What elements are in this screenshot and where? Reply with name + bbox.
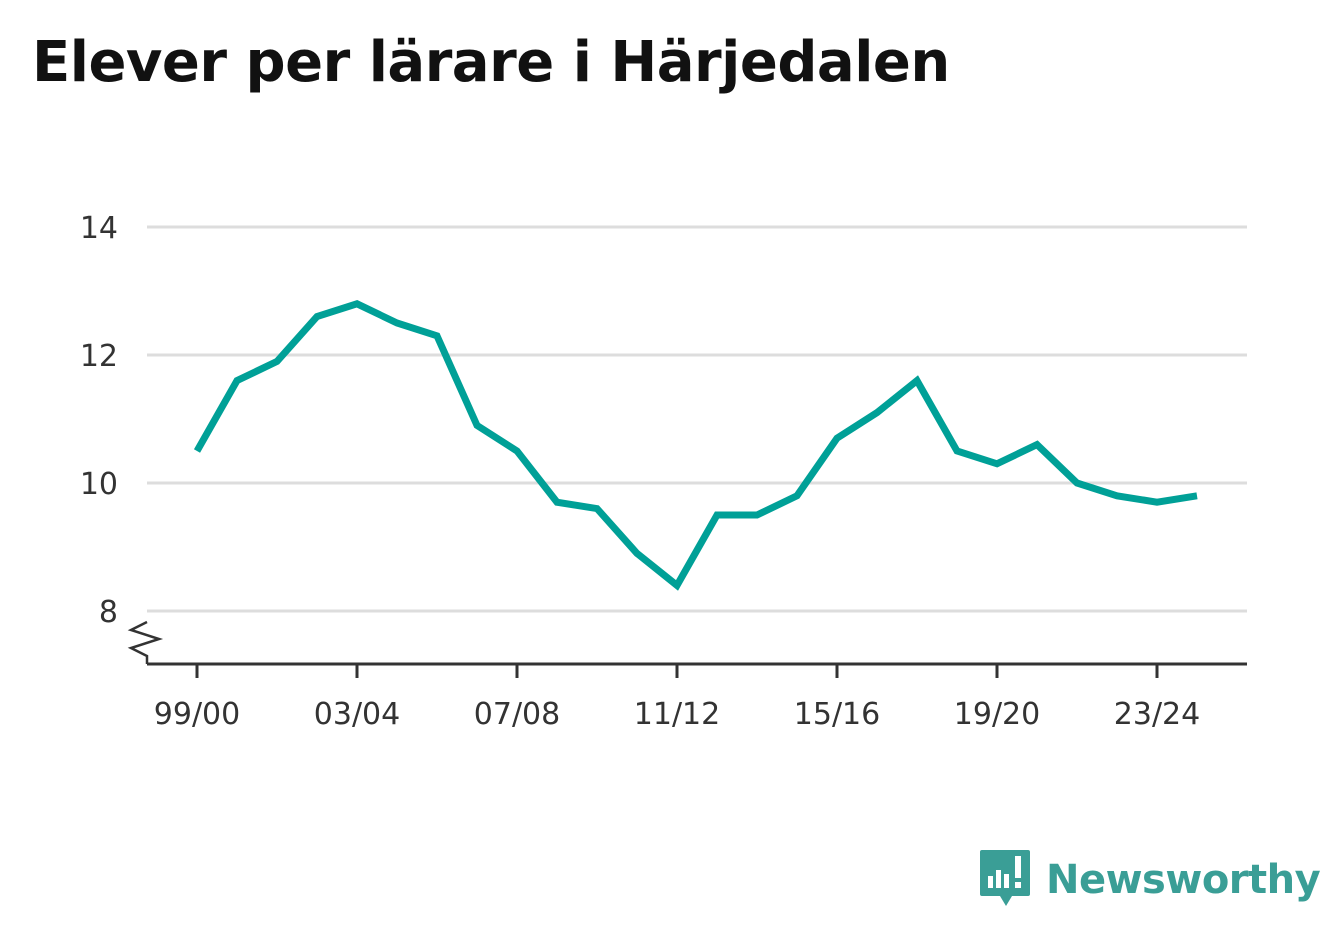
- newsworthy-logo-icon: [980, 850, 1030, 906]
- brand-name: Newsworthy: [1046, 857, 1321, 903]
- x-axis-labels: 99/00 03/04 07/08 11/12 15/16 19/20 23/24: [154, 697, 1200, 732]
- x-axis: [127, 620, 1247, 678]
- x-tick-label: 99/00: [154, 697, 240, 732]
- y-axis-labels: 8 10 12 14: [80, 211, 118, 630]
- x-tick-label: 03/04: [314, 697, 400, 732]
- line-chart: 8 10 12 14 99/00 03/04 07/08 11/12 15/16 19/20 23…: [80, 211, 1247, 732]
- x-tick-label: 07/08: [474, 697, 560, 732]
- chart-title: Elever per lärare i Härjedalen: [32, 30, 950, 95]
- y-tick-label: 14: [80, 211, 118, 246]
- series-group: [193, 300, 1198, 591]
- brand-logo: Newsworthy: [980, 850, 1321, 910]
- axis-break-mark: [127, 620, 164, 664]
- y-tick-label: 10: [80, 467, 118, 502]
- x-tick-label: 19/20: [954, 697, 1040, 732]
- y-tick-label: 12: [80, 339, 118, 374]
- x-tick-label: 11/12: [634, 697, 720, 732]
- grid-lines: [147, 225, 1247, 613]
- x-tick-label: 23/24: [1114, 697, 1200, 732]
- series-line: [193, 300, 1198, 591]
- y-tick-label: 8: [99, 595, 118, 630]
- x-tick-label: 15/16: [794, 697, 880, 732]
